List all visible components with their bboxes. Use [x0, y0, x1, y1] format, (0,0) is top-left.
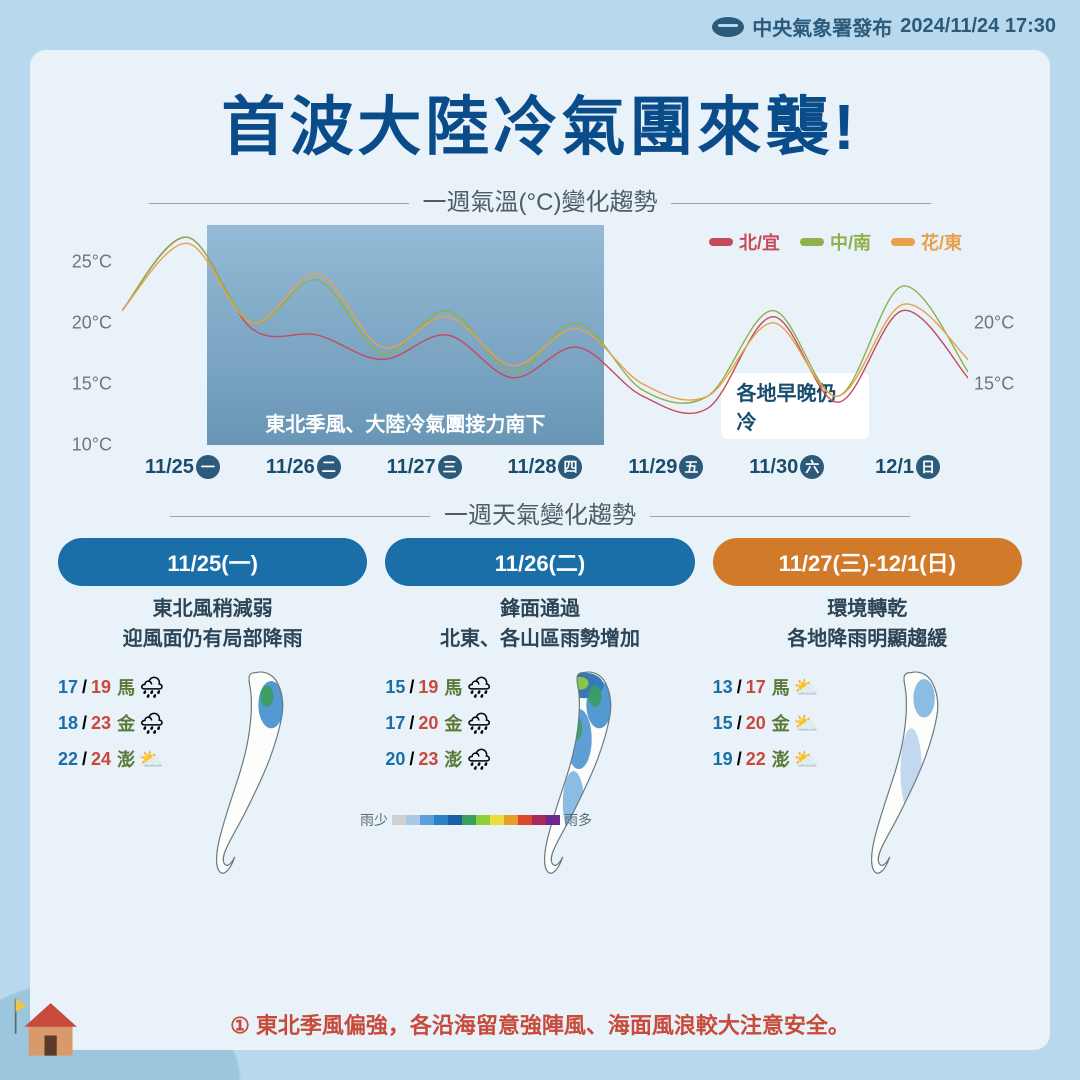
weather-icon: 🌧	[139, 675, 164, 700]
temp-row: 17/20金🌧	[385, 710, 491, 736]
x-tick: 11/25一	[122, 449, 243, 485]
rain-legend-min: 雨少	[360, 810, 388, 830]
header-bar: 中央氣象署發布 2024/11/24 17:30	[712, 12, 1056, 41]
island-temps: 15/19馬🌧 17/20金🌧 20/23澎🌧	[385, 664, 491, 772]
x-tick: 11/28四	[485, 449, 606, 485]
date-pill: 11/25(一)	[58, 538, 367, 586]
agency-name: 中央氣象署發布	[752, 12, 892, 41]
taiwan-map	[496, 664, 651, 889]
weather-icon: ⛅	[794, 747, 819, 772]
temp-row: 13/17馬⛅	[713, 674, 819, 700]
publish-timestamp: 2024/11/24 17:30	[900, 15, 1056, 38]
temp-row: 20/23澎🌧	[385, 746, 491, 772]
weather-icon: 🌧	[139, 711, 164, 736]
chart-section-label: 一週氣溫(°C)變化趨勢	[58, 182, 1022, 217]
x-tick: 12/1日	[847, 449, 968, 485]
y-tick: 10°C	[72, 435, 112, 456]
x-tick: 11/30六	[726, 449, 847, 485]
taiwan-map	[168, 664, 323, 889]
y-tick: 15°C	[72, 373, 112, 394]
forecast-column: 11/25(一) 東北風稍減弱迎風面仍有局部降雨 17/19馬🌧 18/23金🌧 22/…	[58, 538, 367, 889]
y-tick-right: 20°C	[974, 312, 1014, 333]
plot-area: 東北季風、大陸冷氣團接力南下 各地早晚仍冷	[122, 225, 968, 445]
weather-icon: 🌧	[466, 675, 491, 700]
date-pill: 11/26(二)	[385, 538, 694, 586]
temp-row: 22/24澎⛅	[58, 746, 164, 772]
weather-section-label: 一週天氣變化趨勢	[58, 495, 1022, 530]
y-tick: 25°C	[72, 251, 112, 272]
taiwan-map	[823, 664, 978, 889]
main-panel: 首波大陸冷氣團來襲! 一週氣溫(°C)變化趨勢 北/宜中/南花/東 10°C15…	[30, 50, 1050, 1050]
weather-forecast-row: 11/25(一) 東北風稍減弱迎風面仍有局部降雨 17/19馬🌧 18/23金🌧 22/…	[58, 538, 1022, 889]
agency-logo-icon	[712, 17, 744, 37]
temperature-chart: 北/宜中/南花/東 10°C15°C20°C25°C 15°C20°C 東北季風…	[58, 225, 1022, 485]
x-tick: 11/27三	[364, 449, 485, 485]
forecast-description: 鋒面通過北東、各山區雨勢增加	[385, 594, 694, 656]
x-axis: 11/25一11/26二11/27三11/28四11/29五11/30六12/1…	[122, 449, 968, 485]
x-tick: 11/29五	[605, 449, 726, 485]
temp-row: 15/20金⛅	[713, 710, 819, 736]
y-axis-right: 15°C 20°C	[968, 225, 1028, 445]
weather-icon: ⛅	[794, 711, 819, 736]
weather-icon: 🌧	[466, 747, 491, 772]
forecast-description: 環境轉乾各地降雨明顯趨緩	[713, 594, 1022, 656]
rain-legend-max: 雨多	[564, 810, 592, 830]
y-tick: 20°C	[72, 312, 112, 333]
forecast-description: 東北風稍減弱迎風面仍有局部降雨	[58, 594, 367, 656]
warning-footer: 東北季風偏強，各沿海留意強陣風、海面風浪較大注意安全。	[30, 1008, 1050, 1040]
date-pill: 11/27(三)-12/1(日)	[713, 538, 1022, 586]
rain-gradient	[392, 815, 560, 825]
temp-row: 17/19馬🌧	[58, 674, 164, 700]
temp-row: 19/22澎⛅	[713, 746, 819, 772]
weather-icon: ⛅	[139, 747, 164, 772]
temp-row: 15/19馬🌧	[385, 674, 491, 700]
y-axis-left: 10°C15°C20°C25°C	[58, 225, 118, 445]
weather-icon: 🌧	[466, 711, 491, 736]
page-title: 首波大陸冷氣團來襲!	[58, 76, 1022, 168]
temp-row: 18/23金🌧	[58, 710, 164, 736]
y-tick-right: 15°C	[974, 373, 1014, 394]
island-temps: 13/17馬⛅ 15/20金⛅ 19/22澎⛅	[713, 664, 819, 772]
decoration-house-icon	[10, 990, 100, 1060]
forecast-column: 11/27(三)-12/1(日) 環境轉乾各地降雨明顯趨緩 13/17馬⛅ 15/20…	[713, 538, 1022, 889]
forecast-column: 11/26(二) 鋒面通過北東、各山區雨勢增加 15/19馬🌧 17/20金🌧 20/2…	[385, 538, 694, 889]
weather-icon: ⛅	[794, 675, 819, 700]
rain-legend: 雨少 雨多	[360, 810, 592, 830]
island-temps: 17/19馬🌧 18/23金🌧 22/24澎⛅	[58, 664, 164, 772]
line-chart-svg	[122, 225, 968, 445]
x-tick: 11/26二	[243, 449, 364, 485]
